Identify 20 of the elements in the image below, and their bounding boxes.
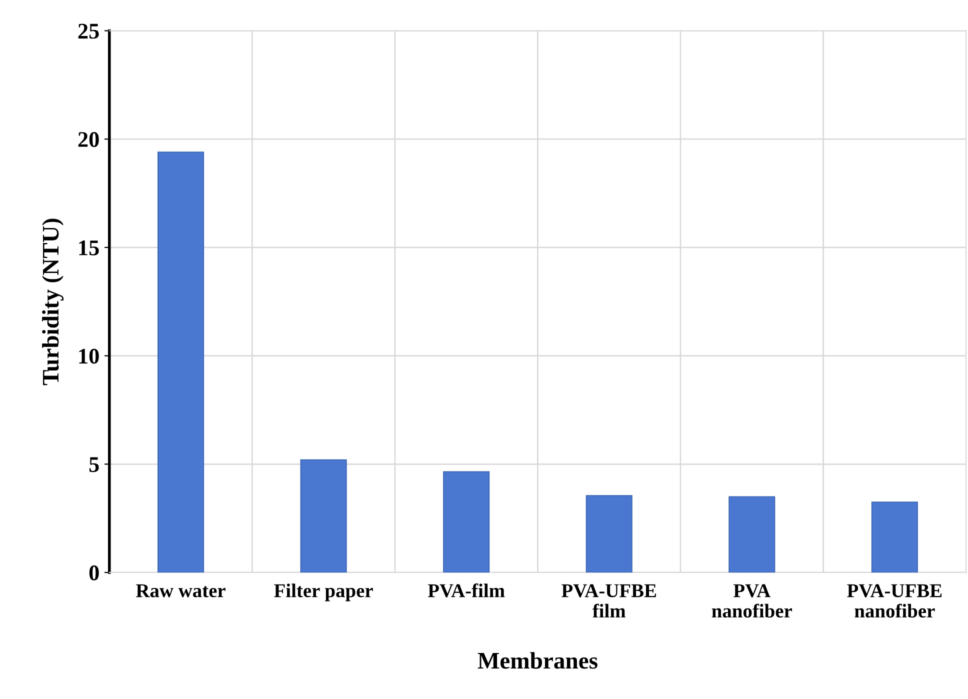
x-axis-title: Membranes [478,652,598,669]
x-tick-label: Raw water [136,584,226,598]
x-tick-label: PVA-UFBE nanofiber [847,584,942,618]
y-tick-label: 25 [78,24,99,39]
bar [728,496,776,572]
x-tick-label: PVA-UFBE film [562,584,656,618]
bar [443,471,490,572]
x-tick-label: Filter paper [274,584,373,602]
x-tick-label: PVA-film [428,583,505,598]
y-tick-label: 0 [89,565,99,580]
y-tick-label: 20 [78,132,99,148]
bar [158,152,204,572]
bar [871,502,918,572]
bar [300,459,347,572]
bar [586,495,632,572]
y-tick-label: 10 [79,348,99,364]
y-tick-label: 15 [79,240,99,256]
x-tick-label: PVA nanofiber [712,584,792,618]
y-axis-title: Turbidity (NTU) [42,218,64,386]
y-tick-label: 5 [89,457,99,472]
